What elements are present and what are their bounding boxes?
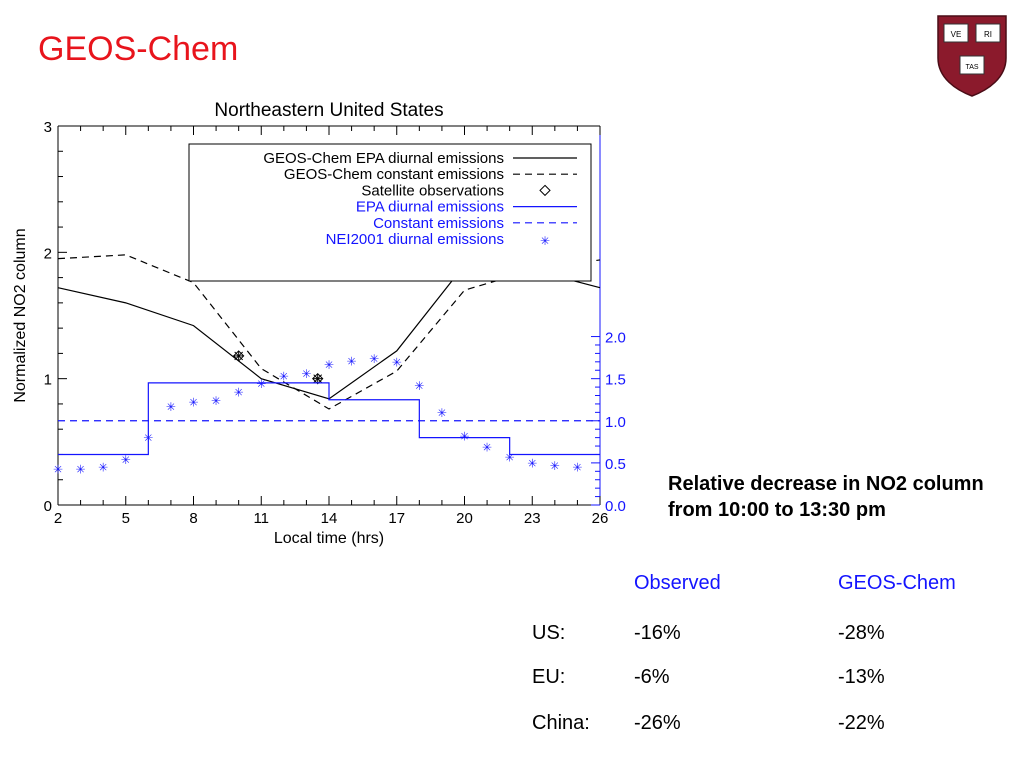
header-observed: Observed (634, 572, 721, 594)
nei-marker: ✳ (98, 461, 108, 475)
nei-marker: ✳ (482, 440, 492, 454)
x-tick-label: 23 (524, 510, 541, 527)
nei-marker: ✳ (188, 396, 198, 410)
nei-marker: ✳ (392, 355, 402, 369)
legend-label: EPA diurnal emissions (356, 199, 504, 216)
row-model-eu: -13% (838, 666, 885, 688)
nei-marker: ✳ (347, 354, 357, 368)
y-tick-label: 2 (44, 245, 52, 262)
nei-marker: ✳ (324, 358, 334, 372)
legend-label: GEOS-Chem EPA diurnal emissions (263, 150, 504, 167)
nei-marker: ✳ (121, 453, 131, 467)
svg-text:VE: VE (951, 30, 962, 39)
x-tick-label: 17 (388, 510, 405, 527)
nei-marker: ✳ (572, 461, 582, 475)
row-region-us: US: (532, 622, 566, 644)
svg-text:RI: RI (984, 30, 992, 39)
row-region-eu: EU: (532, 666, 566, 688)
svg-text:TAS: TAS (965, 64, 978, 71)
slide-title: GEOS-Chem (38, 30, 239, 68)
y2-tick-label: 1.0 (605, 414, 626, 431)
x-tick-label: 2 (54, 510, 62, 527)
header-geos-chem: GEOS-Chem (838, 572, 956, 594)
x-tick-label: 11 (253, 510, 269, 527)
y2-tick-label: 2.0 (605, 330, 626, 347)
row-model-china: -22% (838, 712, 885, 734)
legend-swatch: ✳ (540, 234, 550, 248)
nei-marker: ✳ (550, 459, 560, 473)
y2-tick-label: 0.0 (605, 498, 626, 515)
nei-marker: ✳ (369, 352, 379, 366)
nei-marker: ✳ (234, 386, 244, 400)
y2-tick-label: 0.5 (605, 456, 626, 473)
series-geos-chem-epa-diurnal-emissions (57, 264, 601, 400)
y-tick-label: 3 (44, 119, 52, 136)
nei-marker: ✳ (437, 406, 447, 420)
legend-swatch (539, 184, 551, 197)
nei-marker: ✳ (143, 431, 153, 445)
row-observed-eu: -6% (634, 666, 670, 688)
series-epa-diurnal-emissions (58, 382, 600, 456)
series-geos-chem-constant-emissions (57, 254, 601, 410)
chart-title: Northeastern United States (214, 100, 443, 121)
nei-marker: ✳ (53, 462, 63, 476)
x-tick-label: 5 (122, 510, 130, 527)
nei-marker: ✳ (279, 370, 289, 384)
nei-marker: ✳ (211, 394, 221, 408)
legend-label: GEOS-Chem constant emissions (284, 166, 504, 183)
nei-marker: ✳ (527, 456, 537, 470)
row-observed-china: -26% (634, 712, 681, 734)
nei-marker: ✳ (459, 429, 469, 443)
row-model-us: -28% (838, 622, 885, 644)
y-axis-label: Normalized NO2 column (12, 228, 29, 402)
y-tick-label: 1 (44, 372, 52, 389)
nei-marker: ✳ (76, 462, 86, 476)
x-tick-label: 26 (592, 510, 609, 527)
nei-marker: ✳ (505, 450, 515, 464)
y2-axis-label: Normalized NOx emission strength (639, 103, 640, 350)
x-tick-label: 20 (456, 510, 473, 527)
row-observed-us: -16% (634, 622, 681, 644)
legend-box (188, 143, 592, 282)
x-tick-label: 14 (321, 510, 338, 527)
legend-label: Constant emissions (373, 215, 504, 232)
row-region-china: China: (532, 712, 590, 734)
x-tick-label: 8 (189, 510, 197, 527)
nei-marker: ✳ (301, 367, 311, 381)
x-axis-label: Local time (hrs) (274, 530, 384, 547)
nei-marker: ✳ (414, 379, 424, 393)
relative-decrease-note: Relative decrease in NO2 column from 10:… (668, 473, 984, 521)
legend-label: Satellite observations (361, 182, 504, 199)
obs-marker (232, 350, 245, 362)
university-shield-logo: VE RI TAS (937, 15, 1007, 97)
y2-tick-label: 1.5 (605, 372, 626, 389)
nei-marker: ✳ (256, 377, 266, 391)
legend-label: NEI2001 diurnal emissions (326, 231, 504, 248)
obs-marker (312, 372, 324, 385)
y-tick-label: 0 (44, 498, 52, 515)
nei-marker: ✳ (166, 400, 176, 414)
